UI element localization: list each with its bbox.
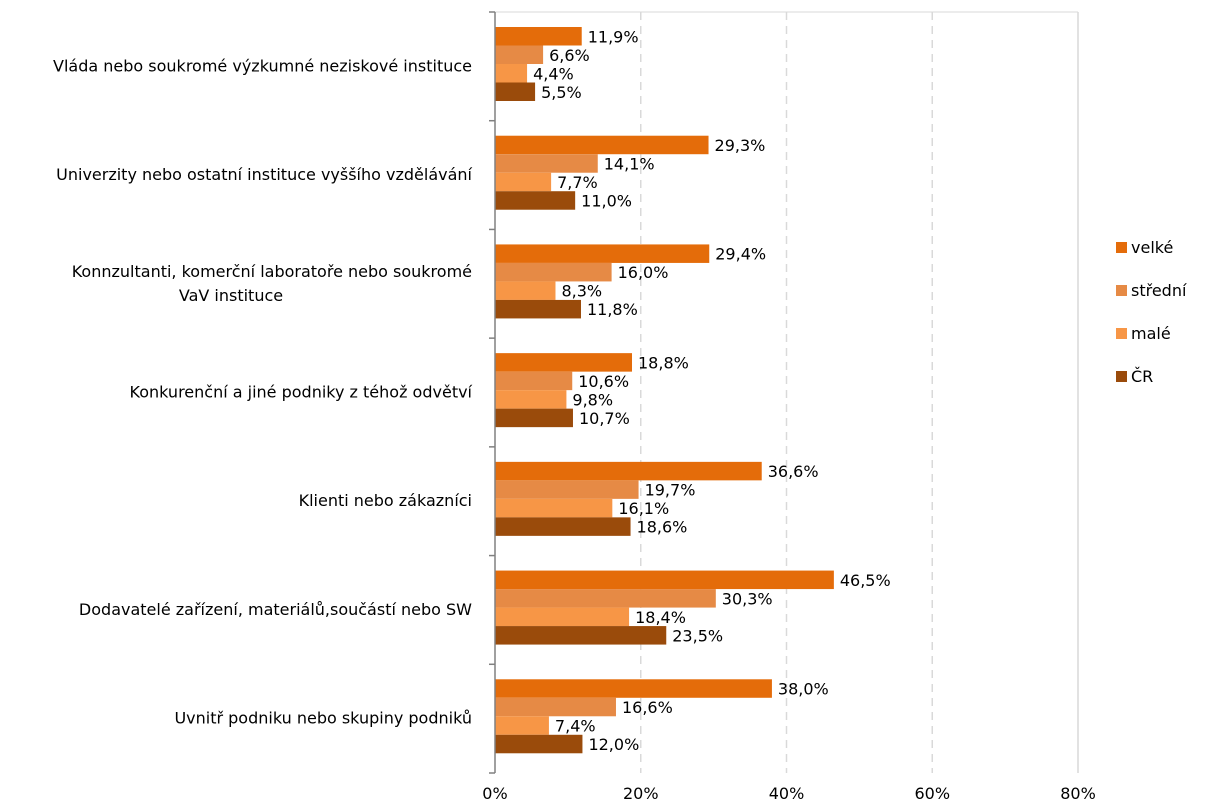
bar (495, 299, 581, 319)
legend-label: ČR (1131, 367, 1153, 386)
bar (495, 371, 573, 391)
bar (495, 27, 582, 46)
data-label: 10,7% (579, 409, 630, 428)
legend-swatch (1116, 328, 1127, 339)
x-tick-label: 80% (1060, 784, 1096, 803)
bar (495, 191, 576, 210)
legend-swatch (1116, 242, 1127, 253)
bar (495, 390, 567, 409)
data-label: 14,1% (604, 154, 655, 173)
data-label: 23,5% (672, 626, 723, 645)
data-label: 18,8% (638, 353, 689, 372)
legend: velké střední malé ČR (1116, 238, 1187, 386)
x-tick-label: 60% (914, 784, 950, 803)
data-label: 7,7% (557, 173, 598, 192)
value-labels: 11,9%6,6%4,4%5,5% 29,3% 14,1% 7,7%11,0% 29,4… (533, 27, 891, 754)
bar (495, 353, 633, 372)
x-tick-labels: 0% 20% 40% 60% 80% (482, 784, 1095, 803)
data-label: 16,0% (618, 263, 669, 282)
category-label: Uvnitř podniku nebo skupiny podniků (174, 709, 472, 728)
category-label: Vláda nebo soukromé výzkumné neziskové i… (53, 56, 472, 75)
data-label: 29,3% (715, 136, 766, 155)
bar (495, 498, 613, 518)
category-label: VaV instituce (179, 286, 283, 305)
data-label: 11,9% (588, 27, 639, 46)
data-label: 18,4% (635, 608, 686, 627)
data-label: 10,6% (578, 372, 629, 391)
gridlines (495, 11, 1079, 773)
data-label: 12,0% (588, 735, 639, 754)
bar (495, 697, 616, 717)
bar (495, 64, 528, 83)
bar (495, 154, 598, 173)
bar (495, 734, 583, 754)
data-label: 46,5% (840, 571, 891, 590)
data-label: 30,3% (722, 589, 773, 608)
data-label: 9,8% (572, 390, 613, 409)
data-label: 29,4% (715, 245, 766, 264)
bar (495, 517, 631, 536)
legend-label: malé (1131, 324, 1171, 343)
x-tick-label: 0% (482, 784, 507, 803)
bar (495, 135, 709, 155)
data-label: 4,4% (533, 64, 574, 83)
x-tick-label: 40% (769, 784, 805, 803)
bar (495, 480, 639, 499)
category-label: Konkurenční a jiné podniky z téhož odvět… (130, 383, 473, 402)
legend-swatch (1116, 285, 1127, 296)
data-label: 6,6% (549, 46, 590, 65)
bar (495, 570, 834, 590)
category-labels: Vláda nebo soukromé výzkumné neziskové i… (53, 56, 473, 727)
data-label: 36,6% (768, 462, 819, 481)
bar (495, 408, 573, 428)
legend-label: velké (1131, 238, 1173, 257)
bar (495, 607, 630, 627)
data-label: 16,1% (618, 499, 669, 518)
bar (495, 716, 549, 735)
bar (495, 461, 762, 481)
data-label: 38,0% (778, 680, 829, 699)
category-label: Dodavatelé zařízení, materiálů,součástí … (79, 600, 472, 619)
x-tick-label: 20% (623, 784, 659, 803)
bar (495, 244, 710, 263)
data-label: 19,7% (645, 481, 696, 500)
bar (495, 626, 667, 645)
data-label: 11,0% (581, 191, 632, 210)
bar (495, 679, 772, 698)
data-label: 5,5% (541, 83, 582, 102)
category-label: Klienti nebo zákazníci (299, 491, 472, 510)
bar (495, 172, 552, 192)
category-label: Konnzultanti, komerční laboratoře nebo s… (72, 262, 472, 281)
data-label: 7,4% (555, 717, 596, 736)
legend-swatch (1116, 371, 1127, 382)
bar (495, 82, 536, 101)
data-label: 11,8% (587, 300, 638, 319)
data-label: 18,6% (637, 518, 688, 537)
bars (495, 27, 834, 754)
axes (489, 11, 496, 774)
category-label: Univerzity nebo ostatní instituce vyššíh… (56, 165, 472, 184)
bar (495, 281, 556, 300)
legend-label: střední (1131, 281, 1187, 300)
bar (495, 589, 716, 608)
data-label: 16,6% (622, 698, 673, 717)
data-label: 8,3% (561, 282, 602, 301)
bar (495, 262, 612, 282)
bar (495, 45, 544, 64)
